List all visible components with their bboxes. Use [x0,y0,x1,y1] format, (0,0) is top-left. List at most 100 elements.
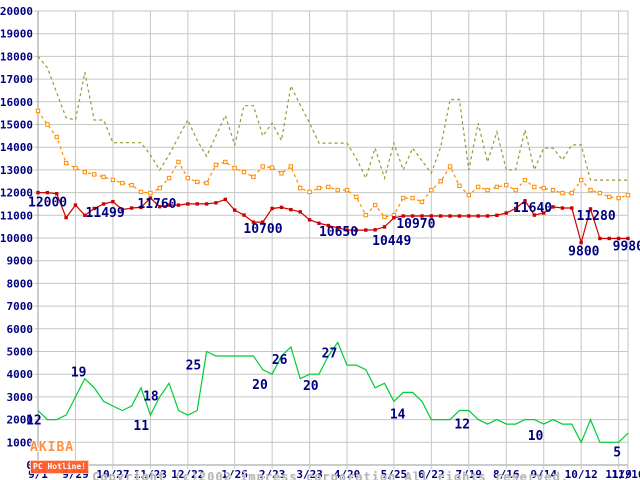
x-axis-tick-label: 7/19 [456,468,483,480]
series-avg-price-marker [82,169,88,175]
series-avg-price-marker [475,184,481,190]
series-avg-price-marker [288,164,294,169]
data-point-label: 10700 [243,222,282,237]
x-axis-tick-label: 5/25 [381,468,408,480]
x-axis-tick-label: 10/27 [96,468,129,480]
series-min-price-marker [101,202,106,206]
x-axis-tick-label: 1/26 [221,468,248,480]
y-axis-tick-label: 16000 [0,96,33,109]
y-axis-tick-label: 14000 [0,141,33,154]
series-avg-price-marker [363,212,368,218]
series-min-price-marker [607,236,611,241]
data-point-label: 11760 [137,197,176,212]
series-avg-price-marker [35,108,41,114]
series-avg-price-marker [316,185,322,191]
y-axis-tick-label: 12000 [0,187,33,200]
series-min-price-marker [83,213,87,217]
series-min-price-marker [354,228,359,232]
series-max-price-line [37,56,628,181]
series-avg-price-marker [269,165,275,170]
series-avg-price-marker [344,187,350,193]
y-axis-tick-label: 1000 [7,436,34,449]
series-avg-price-marker [457,183,462,188]
series-min-price-line [38,192,628,245]
series-min-price-marker [588,207,593,211]
series-min-price-marker [298,210,302,214]
series-avg-price-marker [326,184,331,190]
series-min-price-marker [532,213,537,217]
series-shop-count-line [37,341,629,444]
series-min-price-marker [73,203,78,207]
series-avg-price-marker [438,179,443,184]
series-avg-price-marker [176,159,181,165]
series-avg-price-marker [101,174,106,180]
series-avg-price-marker [73,165,78,171]
series-avg-price-marker [513,187,518,193]
series-min-price-marker [373,228,377,232]
data-point-label: 10 [528,429,544,444]
series-min-price-marker [176,203,181,207]
series-avg-price-marker [298,185,303,191]
series-avg-price-marker [251,174,256,180]
data-point-label: 9980 [613,239,640,254]
x-axis-tick-label: 4/20 [334,468,361,480]
y-axis-tick-label: 6000 [7,323,34,336]
series-min-price-marker [223,197,228,202]
series-min-price-marker [120,207,124,212]
y-axis-tick-label: 18000 [0,50,33,63]
y-axis-tick-label: 7000 [7,300,34,313]
series-avg-price-marker [597,190,603,196]
y-axis-tick-label: 2000 [7,414,34,427]
series-min-price-marker [495,213,499,217]
data-point-label: 25 [186,359,202,374]
series-avg-price-marker [195,179,200,185]
y-axis-tick-label: 19000 [0,28,33,41]
series-avg-price-marker [335,187,340,193]
data-point-label: 14 [390,407,406,422]
series-avg-price-marker [63,160,69,166]
x-axis-tick-label: 10/12 [565,468,598,480]
series-min-price-marker [167,203,171,207]
y-axis-tick-label: 15000 [0,119,33,132]
series-min-price-marker [410,214,415,218]
series-min-price-marker [570,206,574,210]
data-point-label: 12 [454,418,470,433]
series-min-price-marker [111,199,115,204]
data-point-label: 11640 [513,201,552,216]
data-point-label: 11 [133,419,149,434]
series-min-price-marker [279,205,284,210]
series-avg-price-marker [578,177,584,183]
series-avg-price-marker [91,172,97,177]
series-min-price-marker [251,220,256,224]
series-avg-price-marker [401,195,406,201]
data-point-label: 11499 [86,206,125,221]
series-min-price-marker [55,192,59,196]
x-axis-tick-label: 6/22 [418,468,445,480]
series-min-price-marker [616,236,621,241]
series-avg-price-marker [588,187,593,193]
y-axis-tick-label: 4000 [7,368,34,381]
series-min-price-marker [158,204,162,209]
series-min-price-marker [326,223,331,228]
series-min-price-marker [551,205,555,209]
series-avg-price-marker [129,182,134,188]
series-min-price-marker [204,202,209,206]
data-point-label: 12000 [28,196,67,211]
series-min-price-marker [598,236,602,241]
y-axis-tick-label: 20000 [0,5,33,18]
y-axis-tick-label: 17000 [0,73,33,86]
data-point-label: 26 [272,353,288,368]
series-min-price-marker [485,214,490,218]
data-point-label: 5 [613,445,621,460]
series-min-price-marker [448,214,452,218]
series-avg-price-marker [616,195,621,201]
series-avg-price-marker [532,184,537,190]
series-min-price-marker [64,215,68,220]
series-min-price-marker [626,236,630,241]
series-avg-price-marker [419,199,425,205]
x-axis-tick-label: 9/14 [530,468,557,480]
series-avg-price-marker [241,169,247,175]
data-point-label: 10970 [396,217,435,232]
